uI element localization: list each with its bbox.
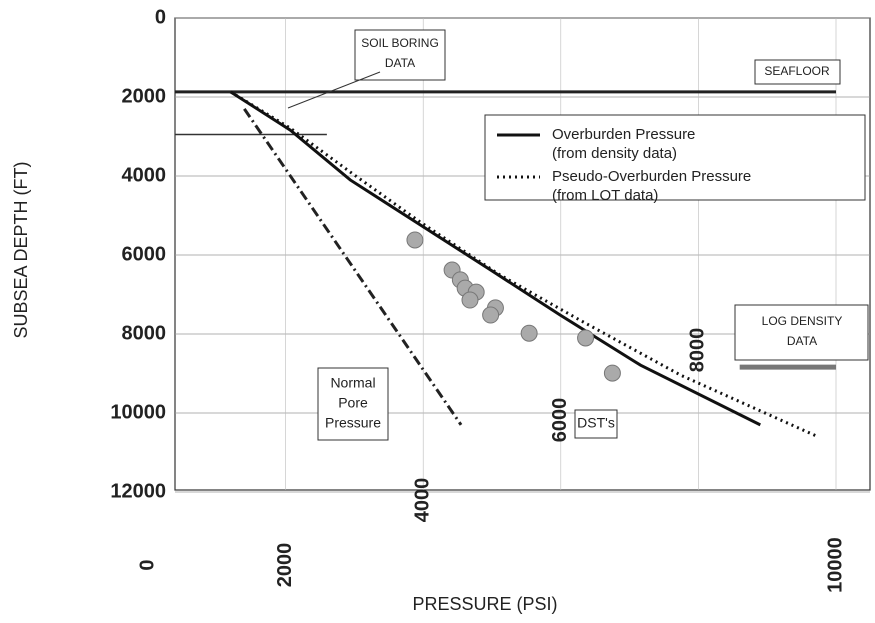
y-tick-label: 10000: [110, 401, 166, 423]
annotation: SOIL BORING: [361, 36, 439, 50]
annotation: Normal: [330, 375, 375, 391]
dst-point: [577, 329, 595, 347]
legend-box: [484, 114, 866, 201]
legend-label: (from LOT data): [552, 187, 658, 204]
x-tick-label: 8000: [687, 328, 709, 373]
grid: [175, 17, 870, 493]
x-tick-label: 0: [136, 559, 158, 570]
dst-point: [461, 291, 479, 309]
pore-box: [317, 367, 389, 441]
x-axis-title: PRESSURE (PSI): [412, 594, 557, 614]
annotation: DST's: [577, 415, 615, 431]
legend-label: Pseudo-Overburden Pressure: [552, 168, 751, 185]
y-tick-label: 12000: [110, 480, 166, 502]
annotation: Pressure: [325, 415, 381, 431]
y-axis-title: SUBSEA DEPTH (FT): [11, 161, 31, 338]
seafloor-box: [754, 59, 841, 85]
legend-label: (from density data): [552, 145, 677, 162]
x-tick-label: 6000: [549, 398, 571, 443]
annotation: Pore: [338, 395, 368, 411]
dst-point: [603, 364, 621, 382]
y-tick-label: 6000: [122, 243, 167, 265]
x-tick-label: 4000: [411, 478, 433, 523]
soil-arrow: [287, 71, 381, 109]
series-line: [243, 108, 463, 426]
dst-point: [482, 306, 500, 324]
annotation: SEAFLOOR: [764, 64, 830, 78]
y-tick-label: 4000: [122, 164, 167, 186]
annotation: DATA: [385, 56, 415, 70]
y-tick-label: 0: [155, 6, 166, 28]
series-line: [229, 90, 761, 427]
soil-box: [354, 29, 446, 81]
y-tick-label: 2000: [122, 85, 167, 107]
plot-frame: [174, 17, 871, 491]
x-tick-label: 10000: [824, 537, 846, 593]
legend-label: Overburden Pressure: [552, 126, 695, 143]
annotation: DATA: [787, 334, 817, 348]
x-tick-label: 2000: [274, 543, 296, 588]
log-box: [734, 304, 869, 361]
annotation-boxes: [287, 29, 869, 441]
annotation: LOG DENSITY: [762, 314, 843, 328]
y-tick-label: 8000: [122, 322, 167, 344]
dst-point: [520, 324, 538, 342]
dst-box: [574, 409, 618, 439]
dst-point: [406, 231, 424, 249]
